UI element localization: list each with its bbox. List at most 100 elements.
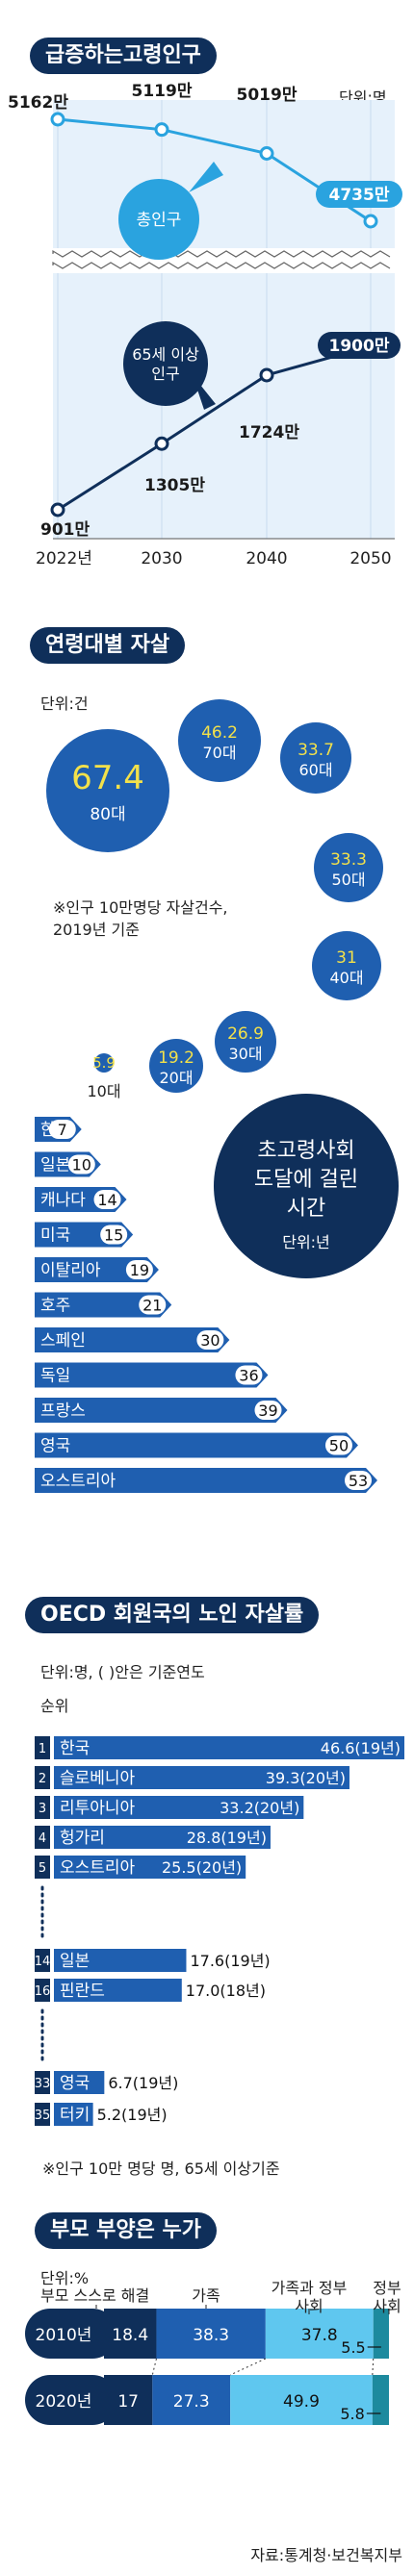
rank-box-6	[35, 1979, 50, 2002]
section5-title: 부모 부양은 누가	[35, 2212, 217, 2249]
bubble-value-0: 67.4	[71, 759, 144, 797]
oecd-value-5: 17.6(19년)	[190, 1952, 270, 1970]
section2-unit: 단위:건	[40, 695, 89, 713]
section2-note-line1: ※인구 10만명당 자살건수,	[53, 898, 228, 917]
bar-value-badge-6	[196, 1330, 224, 1350]
oecd-value-7: 6.7(19년)	[108, 2074, 178, 2092]
bubble-value-4: 31	[336, 948, 357, 968]
bar-오스트리아	[35, 1468, 377, 1493]
bubble-category-0: 80대	[90, 805, 125, 824]
super-aged-bar-chart: 한국7일본10캐나다14미국15이탈리아19호주21스페인30독일36프랑스39…	[35, 1094, 399, 1493]
total-label-0: 5162만	[8, 93, 68, 113]
bubble-10대	[94, 1053, 114, 1073]
bubble-30대	[215, 1011, 276, 1073]
elderly-label-0: 901만	[40, 520, 90, 540]
bar-호주	[35, 1292, 172, 1318]
section4-title: OECD 회원국의 노인 자살률	[25, 1597, 320, 1633]
row-connector-0	[151, 2358, 157, 2376]
segment-0-0	[104, 2309, 157, 2359]
oecd-value-2: 33.2(20년)	[220, 1799, 299, 1817]
bar-value-badge-3	[100, 1225, 128, 1245]
bar-독일	[35, 1362, 269, 1388]
bar-value-10: 53	[349, 1472, 368, 1490]
section2-title: 연령대별 자살	[30, 627, 186, 664]
bar-value-badge-4	[125, 1260, 153, 1279]
rank-box-7	[35, 2071, 50, 2094]
oecd-country-7: 영국	[60, 2074, 90, 2093]
rank-box-1	[35, 1766, 50, 1789]
total-label-3: 4735만	[329, 186, 390, 205]
bar-category-1: 일본	[40, 1156, 70, 1175]
total-point-1	[154, 122, 169, 138]
rank-0: 1	[39, 1742, 46, 1756]
rank-8: 35	[35, 2109, 51, 2123]
segment-1-0	[104, 2375, 153, 2425]
bubble-value-6: 19.2	[158, 1048, 194, 1068]
year-pill-1	[25, 2375, 117, 2425]
total-point-3	[363, 214, 378, 229]
bubble-category-3: 50대	[331, 871, 365, 889]
rank-box-8	[35, 2103, 50, 2126]
elderly-point-0	[50, 502, 65, 518]
elderly-label-badge	[318, 332, 401, 359]
segment-0-3	[373, 2309, 389, 2359]
bar-value-badge-2	[93, 1190, 121, 1209]
year-label-0: 2010년	[36, 2326, 92, 2345]
total-label-1: 5119만	[132, 82, 193, 101]
bar-value-badge-1	[67, 1154, 95, 1174]
rank-box-3	[35, 1826, 50, 1849]
bar-value-badge-10	[345, 1471, 372, 1490]
segment-value-1-1: 27.3	[173, 2392, 210, 2412]
section4-note: ※인구 10만 명당 명, 65세 이상기준	[42, 2159, 280, 2178]
bar-category-6: 스페인	[40, 1331, 86, 1351]
oecd-bar-영국	[54, 2071, 105, 2094]
legend-gov-2: 사회	[373, 2297, 401, 2315]
bubble-value-5: 26.9	[227, 1024, 264, 1044]
segment-value-0-3: 5.5	[341, 2338, 365, 2357]
segment-value-0-2: 37.8	[301, 2326, 338, 2345]
rank-box-4	[35, 1856, 50, 1879]
legend-self: 부모 스스로 해결	[40, 2286, 149, 2305]
bar-category-9: 영국	[40, 1437, 70, 1456]
segment-1-3	[372, 2375, 389, 2425]
oecd-country-4: 오스트리아	[60, 1858, 136, 1878]
oecd-country-1: 슬로베니아	[60, 1769, 136, 1788]
bar-value-badge-9	[324, 1435, 352, 1455]
bar-value-0: 7	[58, 1121, 67, 1139]
bubble-40대	[312, 931, 381, 1000]
rank-box-0	[35, 1736, 50, 1759]
elderly-label-3: 1900만	[329, 337, 390, 356]
segment-1-1	[152, 2375, 231, 2425]
oecd-bar-핀란드	[54, 1979, 182, 2002]
oecd-value-0: 46.6(19년)	[321, 1739, 401, 1757]
plot-background	[53, 100, 395, 539]
segment-value-0-0: 18.4	[112, 2326, 148, 2345]
segment-0-1	[156, 2309, 266, 2359]
total-callout-bubble	[118, 179, 199, 260]
elderly-point-1	[154, 436, 169, 451]
super-aged-title-circle	[214, 1094, 399, 1278]
elderly-label-1: 1305만	[144, 476, 205, 495]
oecd-value-8: 5.2(19년)	[97, 2106, 168, 2124]
bubble-value-3: 33.3	[330, 850, 367, 870]
oecd-bar-터키	[54, 2103, 93, 2126]
year-label-1: 2020년	[36, 2392, 92, 2412]
segment-0-2	[265, 2309, 374, 2359]
oecd-country-3: 헝가리	[60, 1829, 105, 1848]
super-aged-unit: 단위:년	[282, 1233, 330, 1251]
total-label-badge	[316, 181, 402, 208]
section4-unit: 단위:명, ( )안은 기준연도	[40, 1663, 205, 1681]
rank-4: 5	[39, 1861, 46, 1876]
segment-value-1-2: 49.9	[283, 2392, 320, 2412]
bubble-60대	[280, 722, 351, 794]
oecd-value-3: 28.8(19년)	[187, 1829, 267, 1847]
bar-value-2: 14	[97, 1191, 116, 1209]
bar-value-badge-5	[139, 1295, 167, 1315]
super-aged-title-3: 시간	[287, 1197, 325, 1221]
rank-7: 33	[35, 2077, 51, 2091]
bar-value-9: 50	[329, 1437, 349, 1455]
oecd-country-8: 터키	[60, 2106, 90, 2125]
bubble-category-1: 70대	[202, 744, 236, 762]
